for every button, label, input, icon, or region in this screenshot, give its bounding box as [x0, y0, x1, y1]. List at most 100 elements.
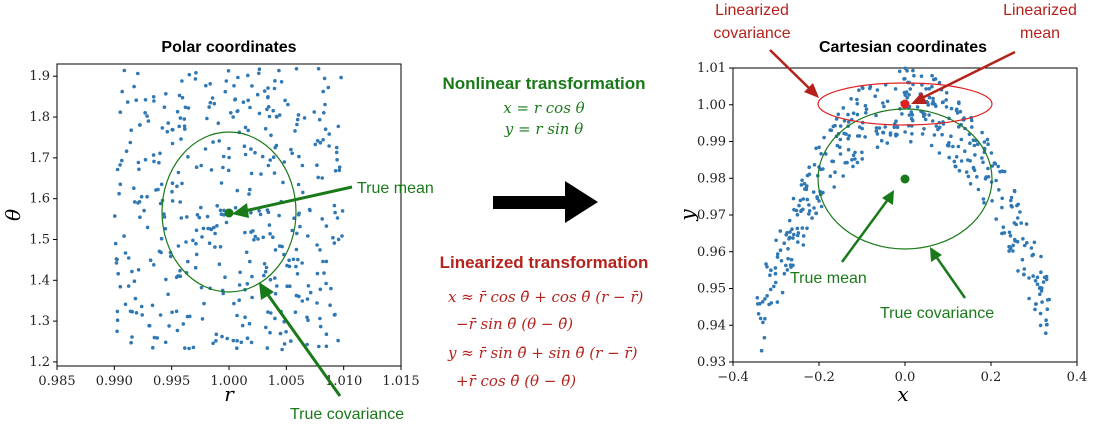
polar-point — [114, 261, 119, 265]
polar-point — [277, 68, 281, 73]
polar-point — [243, 315, 247, 320]
polar-point — [134, 311, 139, 315]
cartesian-point — [985, 137, 990, 142]
polar-point — [282, 342, 287, 346]
polar-point — [209, 227, 214, 232]
linearized-covariance-label-line2: covariance — [713, 25, 790, 42]
polar-point — [265, 107, 269, 112]
polar-point — [287, 264, 292, 269]
cartesian-point — [912, 73, 916, 78]
polar-point — [226, 168, 231, 173]
polar-point — [188, 314, 192, 319]
polar-point — [253, 234, 258, 239]
polar-point — [332, 203, 337, 208]
cartesian-point — [782, 241, 786, 245]
polar-point — [327, 132, 332, 136]
cartesian-point — [763, 297, 767, 301]
polar-point — [187, 72, 192, 77]
polar-point — [261, 235, 266, 240]
polar-point — [115, 167, 120, 172]
polar-point — [162, 212, 166, 216]
polar-point — [248, 259, 252, 264]
cartesian-point — [982, 201, 986, 205]
polar-point — [318, 248, 322, 252]
polar-point — [247, 321, 252, 326]
cartesian-point — [860, 150, 864, 155]
cartesian-point — [784, 263, 788, 268]
polar-point — [246, 98, 250, 103]
polar-y-tick-label: 1.9 — [29, 69, 50, 84]
polar-point — [178, 200, 182, 204]
polar-point — [166, 121, 170, 125]
cartesian-point — [915, 105, 920, 109]
cartesian-point — [923, 117, 928, 122]
cartesian-point — [795, 226, 800, 231]
polar-point — [336, 237, 341, 242]
polar-point — [324, 224, 329, 228]
polar-point — [315, 301, 319, 305]
cartesian-point — [1045, 322, 1049, 327]
cartesian-point — [989, 151, 994, 155]
cartesian-y-tick-label: 0.98 — [697, 171, 726, 186]
cartesian-point — [773, 266, 778, 270]
cartesian-point — [1009, 203, 1013, 208]
polar-point — [242, 144, 247, 148]
cartesian-point — [944, 105, 949, 109]
polar-true-mean-dot — [224, 208, 234, 218]
polar-point — [295, 117, 300, 122]
cartesian-point — [1000, 196, 1004, 201]
cartesian-point — [812, 163, 817, 167]
polar-point — [118, 110, 123, 114]
polar-point — [163, 226, 168, 231]
polar-point — [122, 234, 126, 238]
cartesian-mean-arrowhead — [882, 190, 894, 205]
cartesian-point — [937, 151, 942, 155]
cartesian-point — [801, 207, 805, 212]
polar-point — [182, 117, 187, 121]
polar-point — [237, 283, 242, 287]
polar-point — [337, 168, 342, 173]
polar-point — [165, 129, 170, 134]
polar-point — [317, 344, 321, 349]
cartesian-point — [778, 248, 783, 252]
cartesian-point — [996, 164, 1000, 169]
polar-point — [300, 261, 304, 265]
polar-point — [140, 313, 144, 317]
cartesian-point — [906, 80, 910, 85]
cartesian-point — [814, 211, 818, 216]
polar-point — [282, 160, 287, 164]
polar-point — [183, 105, 188, 110]
cartesian-point — [990, 164, 995, 168]
cartesian-point — [986, 175, 991, 179]
polar-point — [215, 204, 219, 208]
cartesian-point — [922, 127, 926, 131]
cartesian-point — [986, 166, 990, 171]
cartesian-point — [845, 160, 849, 165]
polar-point — [289, 339, 293, 343]
polar-point — [324, 332, 329, 337]
polar-point — [258, 212, 263, 217]
polar-point — [164, 92, 168, 96]
polar-point — [194, 165, 199, 169]
polar-point — [113, 241, 118, 246]
cartesian-point — [811, 190, 816, 194]
polar-point — [186, 106, 191, 110]
polar-point — [332, 241, 337, 245]
cartesian-point — [1016, 269, 1020, 273]
cartesian-point — [954, 108, 959, 113]
polar-point — [170, 310, 174, 315]
cartesian-point — [973, 153, 977, 157]
cartesian-point — [994, 217, 998, 221]
cartesian-point — [895, 125, 900, 129]
polar-point — [340, 209, 345, 213]
cartesian-point — [959, 137, 964, 142]
polar-point — [227, 146, 231, 151]
polar-x-tick-label: 0.985 — [38, 374, 75, 389]
polar-point — [273, 276, 277, 280]
polar-point — [322, 271, 326, 275]
polar-point — [136, 71, 140, 76]
cartesian-point — [765, 265, 769, 269]
polar-point — [318, 287, 323, 292]
polar-point — [117, 191, 121, 196]
cartesian-point — [1022, 267, 1027, 271]
